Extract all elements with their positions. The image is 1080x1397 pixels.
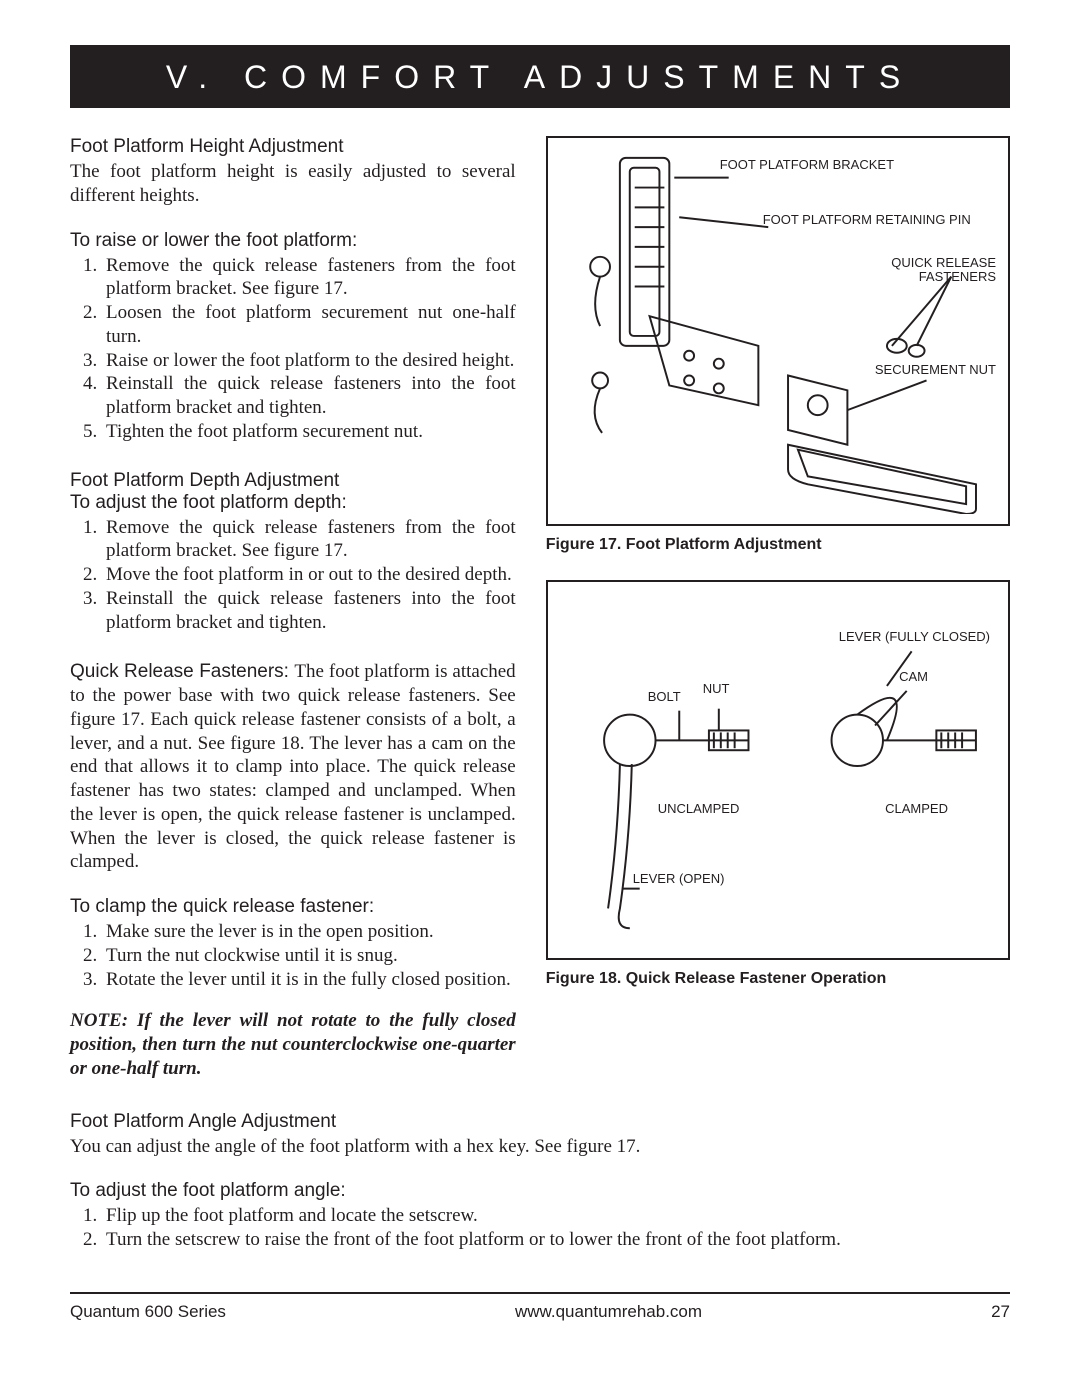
footer-right: 27 — [991, 1302, 1010, 1322]
sec3-body: Quick Release Fasteners: The foot platfo… — [70, 660, 516, 874]
figure-18-box: LEVER (FULLY CLOSED) CAM BOLT NUT UNCLAM… — [546, 580, 1010, 960]
fig17-label-bracket: FOOT PLATFORM BRACKET — [720, 158, 894, 172]
fig17-label-pin: FOOT PLATFORM RETAINING PIN — [763, 213, 971, 227]
fig18-label-unclamped: UNCLAMPED — [658, 802, 740, 816]
sec2-list: Remove the quick release fasteners from … — [70, 516, 516, 635]
sec1-heading: Foot Platform Height Adjustment — [70, 136, 516, 158]
left-column: Foot Platform Height Adjustment The foot… — [70, 132, 516, 1081]
list-item: Rotate the lever until it is in the full… — [102, 968, 516, 992]
list-item: Raise or lower the foot platform to the … — [102, 349, 516, 373]
list-item: Reinstall the quick release fasteners in… — [102, 587, 516, 635]
sec1-list: Remove the quick release fasteners from … — [70, 254, 516, 444]
sec3-list: Make sure the lever is in the open posit… — [70, 920, 516, 991]
fig18-label-leverclosed: LEVER (FULLY CLOSED) — [839, 630, 990, 644]
fig17-label-qr2: FASTENERS — [919, 270, 996, 284]
fig17-label-secnut: SECUREMENT NUT — [875, 363, 996, 377]
full-width-section: Foot Platform Angle Adjustment You can a… — [70, 1111, 1010, 1252]
list-item: Move the foot platform in or out to the … — [102, 563, 516, 587]
sec3-inline-head: Quick Release Fasteners: — [70, 661, 294, 682]
sec4-subhead: To adjust the foot platform angle: — [70, 1180, 1010, 1202]
figure-17-caption: Figure 17. Foot Platform Adjustment — [546, 536, 1010, 554]
figure-18-caption: Figure 18. Quick Release Fastener Operat… — [546, 970, 1010, 988]
list-item: Turn the nut clockwise until it is snug. — [102, 944, 516, 968]
fig18-label-leveropen: LEVER (OPEN) — [633, 872, 725, 886]
list-item: Tighten the foot platform securement nut… — [102, 420, 516, 444]
footer-rule — [70, 1292, 1010, 1294]
fig18-label-cam: CAM — [899, 670, 928, 684]
list-item: Make sure the lever is in the open posit… — [102, 920, 516, 944]
list-item: Remove the quick release fasteners from … — [102, 516, 516, 564]
list-item: Flip up the foot platform and locate the… — [102, 1204, 1010, 1228]
list-item: Loosen the foot platform securement nut … — [102, 301, 516, 349]
right-column: FOOT PLATFORM BRACKET FOOT PLATFORM RETA… — [546, 132, 1010, 1081]
sec4-intro: You can adjust the angle of the foot pla… — [70, 1135, 1010, 1159]
list-item: Turn the setscrew to raise the front of … — [102, 1228, 1010, 1252]
page-footer: Quantum 600 Series www.quantumrehab.com … — [70, 1302, 1010, 1322]
sec1-intro: The foot platform height is easily adjus… — [70, 160, 516, 208]
sec1-subhead: To raise or lower the foot platform: — [70, 230, 516, 252]
footer-left: Quantum 600 Series — [70, 1302, 226, 1322]
figure-17-box: FOOT PLATFORM BRACKET FOOT PLATFORM RETA… — [546, 136, 1010, 526]
fig18-label-nut: NUT — [703, 682, 730, 696]
list-item: Reinstall the quick release fasteners in… — [102, 372, 516, 420]
page-header-bar: V. COMFORT ADJUSTMENTS — [70, 45, 1010, 108]
sec4-heading: Foot Platform Angle Adjustment — [70, 1111, 1010, 1133]
sec3-subhead: To clamp the quick release fastener: — [70, 896, 516, 918]
list-item: Remove the quick release fasteners from … — [102, 254, 516, 302]
figure-18-diagram — [558, 592, 998, 948]
fig18-label-bolt: BOLT — [648, 690, 681, 704]
two-column-layout: Foot Platform Height Adjustment The foot… — [70, 132, 1010, 1081]
sec3-note: NOTE: If the lever will not rotate to th… — [70, 1009, 516, 1080]
sec3-body-text: The foot platform is attached to the pow… — [70, 661, 516, 872]
footer-center: www.quantumrehab.com — [515, 1302, 702, 1322]
sec2-heading: Foot Platform Depth Adjustment — [70, 470, 516, 492]
figure-17-diagram — [558, 148, 998, 514]
sec4-list: Flip up the foot platform and locate the… — [70, 1204, 1010, 1252]
fig18-label-clamped: CLAMPED — [885, 802, 948, 816]
sec2-subhead: To adjust the foot platform depth: — [70, 492, 516, 514]
